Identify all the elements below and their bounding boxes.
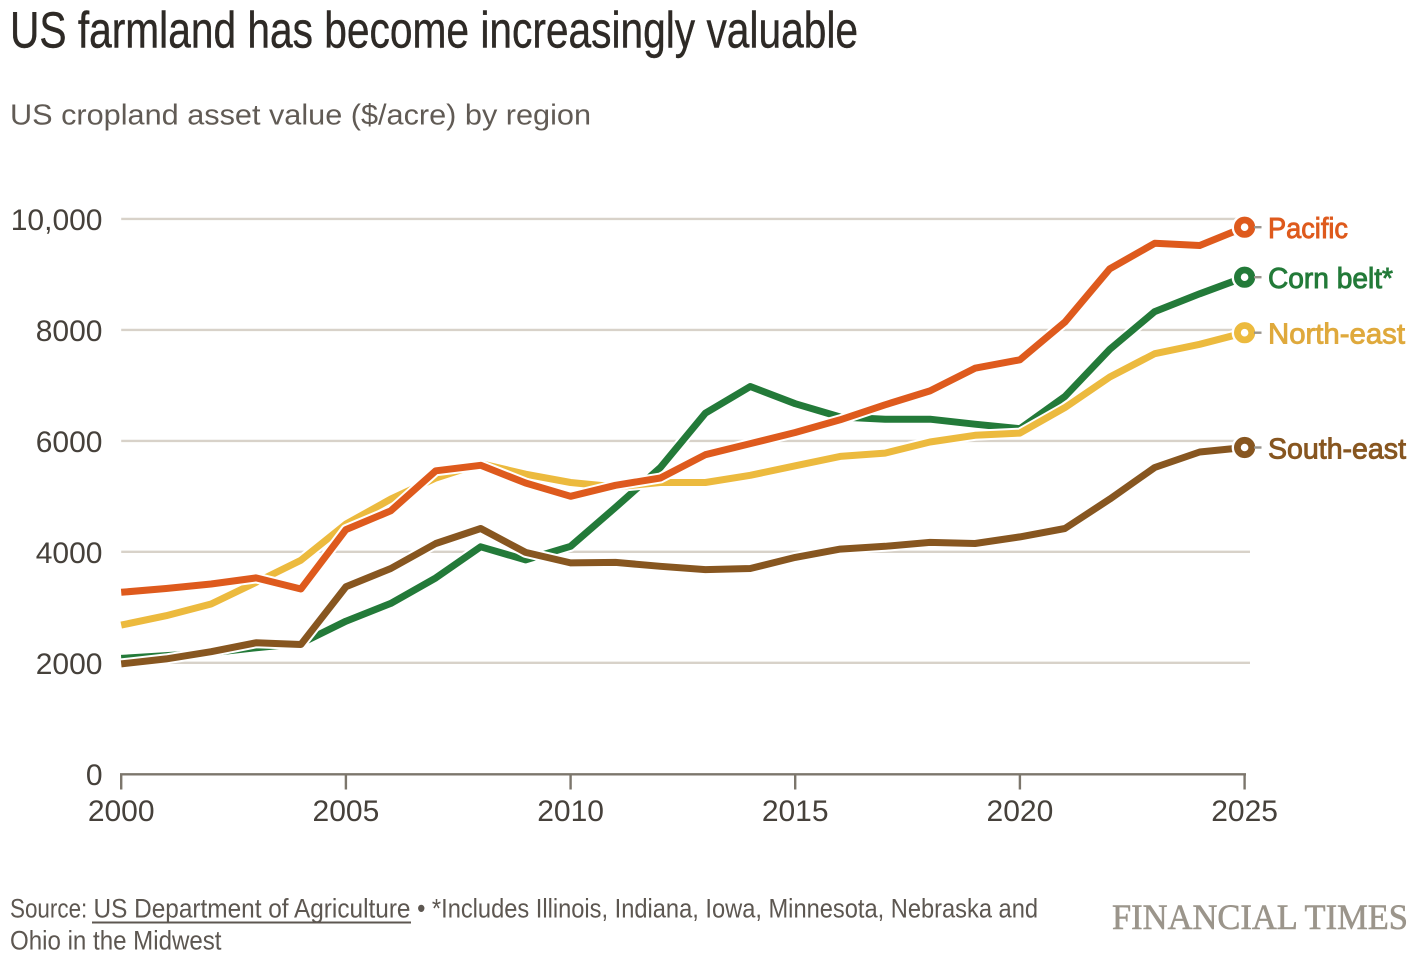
svg-text:North-east: North-east [1268, 319, 1405, 351]
svg-text:US cropland asset value ($/acr: US cropland asset value ($/acre) by regi… [10, 99, 591, 131]
svg-text:South-east: South-east [1268, 434, 1406, 466]
svg-text:Corn belt*: Corn belt* [1268, 263, 1393, 295]
svg-text:2005: 2005 [313, 795, 380, 828]
svg-text:4000: 4000 [36, 537, 103, 570]
svg-text:2010: 2010 [537, 795, 604, 828]
svg-text:South-east: South-east [1268, 434, 1406, 466]
svg-text:8000: 8000 [36, 315, 103, 348]
svg-text:2020: 2020 [987, 795, 1054, 828]
svg-text:Ohio in the Midwest: Ohio in the Midwest [10, 926, 222, 956]
svg-text:North-east: North-east [1268, 319, 1405, 351]
svg-text:Pacific: Pacific [1268, 213, 1348, 245]
svg-text:Corn belt*: Corn belt* [1268, 263, 1393, 295]
svg-text:10,000: 10,000 [11, 204, 103, 237]
svg-text:2025: 2025 [1211, 795, 1278, 828]
svg-text:US Department of Agriculture: US Department of Agriculture [94, 894, 411, 924]
svg-text:2000: 2000 [88, 795, 155, 828]
svg-text:Source:: Source: [10, 894, 94, 924]
svg-text:2015: 2015 [762, 795, 829, 828]
svg-text:2000: 2000 [36, 648, 103, 681]
svg-text:• *Includes Illinois, Indiana,: • *Includes Illinois, Indiana, Iowa, Min… [411, 894, 1039, 924]
svg-text:US farmland has become increas: US farmland has become increasingly valu… [10, 1, 858, 58]
svg-text:0: 0 [86, 759, 103, 792]
svg-text:6000: 6000 [36, 426, 103, 459]
svg-text:FINANCIAL TIMES: FINANCIAL TIMES [1112, 897, 1408, 937]
svg-text:Pacific: Pacific [1268, 213, 1348, 245]
